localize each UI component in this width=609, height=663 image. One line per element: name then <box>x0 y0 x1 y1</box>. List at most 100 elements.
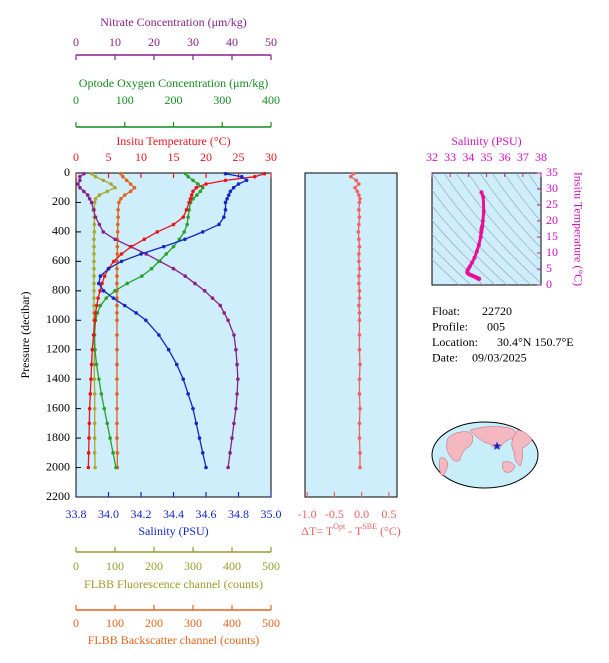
data-point <box>223 171 228 176</box>
data-point <box>358 406 362 411</box>
data-point <box>97 222 102 227</box>
data-point <box>78 178 82 183</box>
data-point <box>223 200 228 205</box>
x-tick-label: 400 <box>262 93 280 107</box>
data-point <box>128 189 133 194</box>
axis-title: FLBB Backscatter channel (counts) <box>88 633 260 647</box>
data-point <box>353 185 357 190</box>
data-point <box>113 237 117 242</box>
data-point <box>115 296 119 300</box>
data-point <box>114 465 118 470</box>
data-point <box>236 377 240 381</box>
info-value: 22720 <box>482 304 512 318</box>
data-point <box>115 421 119 426</box>
world-map: ★ <box>431 421 539 489</box>
x-tick-label: 35 <box>481 150 493 164</box>
data-point <box>476 243 481 247</box>
data-point <box>93 196 98 201</box>
data-point <box>469 260 474 265</box>
data-point <box>358 451 362 455</box>
info-value: 005 <box>487 319 505 333</box>
data-point <box>87 196 92 201</box>
x-tick-label: 500 <box>262 559 280 573</box>
data-point <box>106 266 111 271</box>
data-point <box>357 289 362 293</box>
data-point <box>104 296 109 300</box>
data-point <box>357 303 361 308</box>
data-point <box>92 392 97 396</box>
contour <box>479 173 541 249</box>
axis-title-part: - T <box>345 524 363 538</box>
x-tick-label: 10 <box>135 150 147 164</box>
data-point <box>96 281 101 286</box>
y-tick-label: 1400 <box>46 371 70 385</box>
data-point <box>119 259 124 264</box>
data-point <box>204 182 208 186</box>
axis-title: Salinity (PSU) <box>451 134 521 148</box>
contour <box>564 173 609 295</box>
data-point <box>115 259 119 264</box>
data-point <box>182 230 187 234</box>
x-tick-label: 25 <box>233 150 245 164</box>
data-point <box>357 436 362 440</box>
data-point <box>479 190 484 195</box>
data-point <box>92 266 96 271</box>
data-point <box>358 465 362 470</box>
data-point <box>222 215 226 219</box>
y-tick-label: 1200 <box>46 341 70 355</box>
axis-title-part: Opt <box>333 522 346 531</box>
x-tick-label: 38 <box>535 150 547 164</box>
data-point <box>87 406 92 411</box>
data-point <box>357 200 362 205</box>
data-point <box>226 318 230 323</box>
contour <box>432 189 520 285</box>
data-point <box>171 266 176 271</box>
y-tick-label: 0 <box>546 277 552 291</box>
x-tick-label: 50 <box>265 35 277 49</box>
data-point <box>142 237 147 242</box>
y-tick-label: 25 <box>546 197 558 211</box>
data-point <box>134 311 138 315</box>
axis-title-part: SBE <box>362 522 377 531</box>
data-point <box>358 362 362 367</box>
data-point <box>472 255 477 260</box>
x-tick-label: 100 <box>116 93 134 107</box>
y-tick-label: 30 <box>546 181 558 195</box>
data-point <box>111 451 115 455</box>
data-point <box>351 171 356 176</box>
data-point <box>185 222 189 227</box>
data-point <box>200 185 205 190</box>
data-point <box>357 377 362 381</box>
y-tick-label: 10 <box>546 245 558 259</box>
data-point <box>115 222 120 227</box>
data-point <box>217 222 221 227</box>
y-tick-label: 1600 <box>46 400 70 414</box>
data-point <box>177 237 182 242</box>
x-tick-label: 32 <box>426 150 438 164</box>
data-point <box>116 208 120 212</box>
data-point <box>92 377 97 381</box>
x-tick-label: 33 <box>444 150 456 164</box>
data-point <box>132 185 137 190</box>
data-point <box>166 347 171 352</box>
contour <box>467 173 541 261</box>
data-point <box>357 296 362 300</box>
x-tick-label: 34.0 <box>98 507 119 521</box>
data-point <box>187 200 191 205</box>
plot-background <box>304 172 398 498</box>
data-point <box>87 436 91 440</box>
x-tick-label: 36 <box>499 150 511 164</box>
axis-title: Salinity (PSU) <box>138 524 208 538</box>
data-point <box>95 303 99 308</box>
data-point <box>125 281 129 286</box>
data-point <box>480 219 485 223</box>
y-tick-label: 400 <box>52 224 70 238</box>
axis-title: ΔT= TOpt - TSBE (°C) <box>301 522 401 537</box>
data-point <box>115 281 119 286</box>
data-point <box>174 362 179 367</box>
x-tick-label: 30 <box>187 35 199 49</box>
data-point <box>90 347 95 352</box>
data-point <box>223 208 228 212</box>
data-point <box>119 196 123 201</box>
